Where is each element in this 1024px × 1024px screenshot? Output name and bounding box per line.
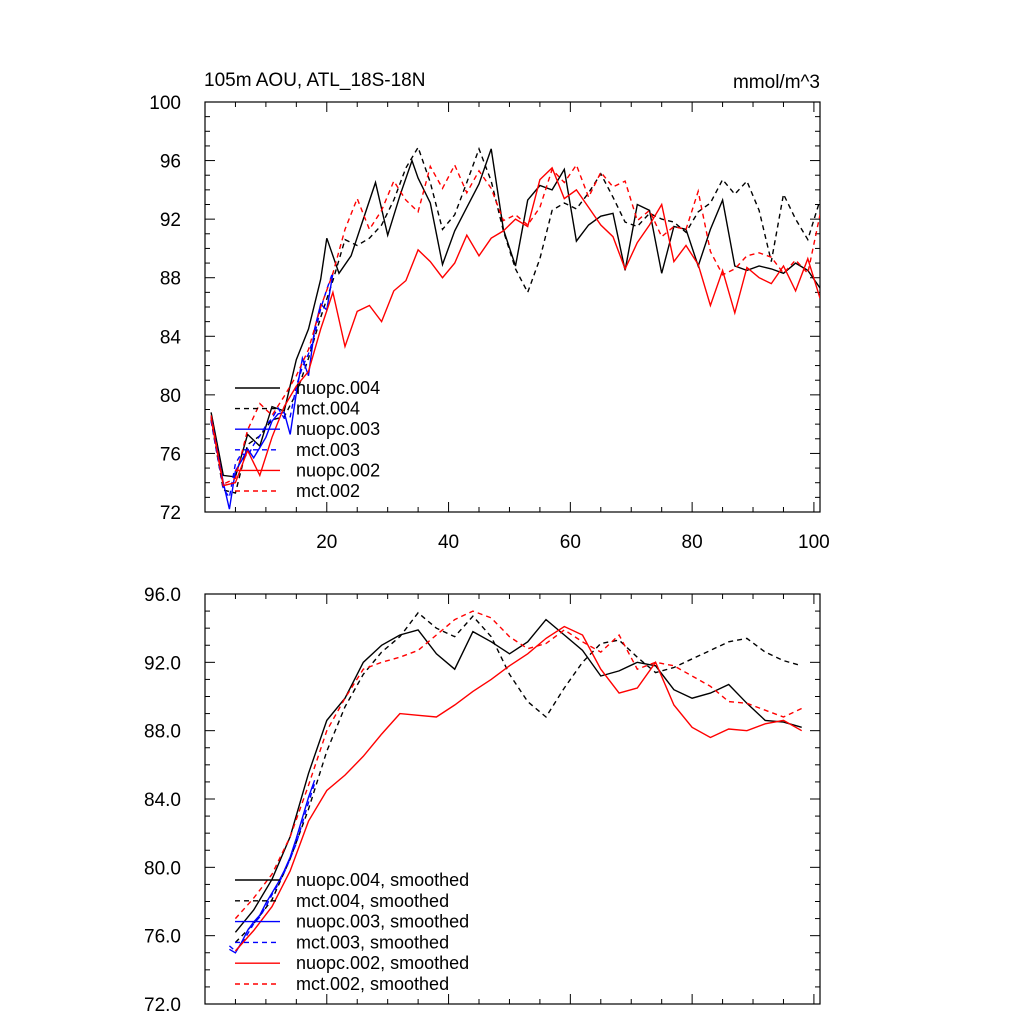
y-tick-label: 100 [149,93,181,114]
y-tick-label: 72.0 [144,995,181,1016]
series-line-nuopc-004-smoothed [234,618,802,933]
legend-label: mct.003 [296,440,360,460]
y-tick-label: 80 [160,386,181,407]
legend-label: mct.003, smoothed [296,932,449,952]
top-chart-units: mmol/m^3 [733,72,820,93]
y-tick-label: 84 [160,327,182,348]
y-tick-label: 88.0 [144,722,181,743]
series-line-nuopc-002-smoothed [234,625,803,952]
y-tick-label: 84.0 [144,790,181,811]
legend-label: mct.002, smoothed [296,974,449,994]
y-tick-label: 96.0 [144,585,181,606]
y-tick-label: 72 [160,503,181,524]
y-tick-label: 96 [160,152,181,173]
series-line-mct-003-smoothed [228,783,316,952]
top-chart-panel: 105m AOU, ATL_18S-18N mmol/m^3 20 40 60 80 1… [149,70,829,553]
y-tick-label: 80.0 [144,858,181,879]
x-tick-label: 80 [682,532,703,553]
y-tick-label: 92 [160,210,181,231]
x-tick-label: 60 [560,532,581,553]
legend-label: mct.002 [296,481,360,501]
legend-label: nuopc.003 [296,419,380,439]
legend-label: nuopc.004 [296,378,380,398]
series-line-mct-003 [210,271,334,500]
series-line-mct-004 [210,145,820,494]
top-chart-title: 105m AOU, ATL_18S-18N [204,70,425,91]
series-line-nuopc-004 [210,148,820,478]
y-tick-label: 92.0 [144,653,181,674]
x-tick-label: 100 [798,532,830,553]
x-tick-label: 20 [316,532,337,553]
y-tick-label: 88 [160,269,181,290]
bottom-chart-panel: 72.0 76.0 80.0 84.0 88.0 92.0 96.0 nuopc.004, s… [144,585,821,1016]
legend-label: mct.004, smoothed [296,891,449,911]
series-line-mct-004-smoothed [234,611,802,943]
legend-label: mct.004 [296,399,360,419]
legend-label: nuopc.002, smoothed [296,953,469,973]
series-line-nuopc-002 [210,166,820,487]
y-tick-label: 76.0 [144,927,181,948]
series-line-nuopc-003-smoothed [229,779,316,954]
x-tick-label: 40 [438,532,459,553]
legend-label: nuopc.003, smoothed [296,912,469,932]
series-line-mct-002-smoothed [234,610,802,920]
series-line-mct-002 [210,163,820,486]
y-tick-label: 76 [160,444,181,465]
legend-label: nuopc.002 [296,460,380,480]
legend-label: nuopc.004, smoothed [296,870,469,890]
